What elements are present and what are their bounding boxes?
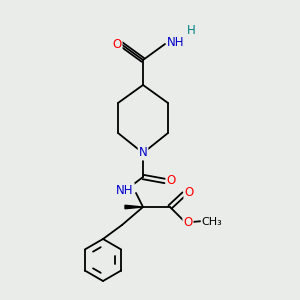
Text: O: O	[112, 38, 122, 50]
Text: NH: NH	[167, 35, 184, 49]
Text: NH: NH	[116, 184, 134, 196]
Text: N: N	[139, 146, 147, 160]
Polygon shape	[125, 205, 143, 209]
Text: H: H	[187, 23, 195, 37]
Text: CH₃: CH₃	[202, 217, 222, 227]
Text: O: O	[184, 187, 194, 200]
Text: O: O	[167, 175, 176, 188]
Text: O: O	[183, 215, 193, 229]
